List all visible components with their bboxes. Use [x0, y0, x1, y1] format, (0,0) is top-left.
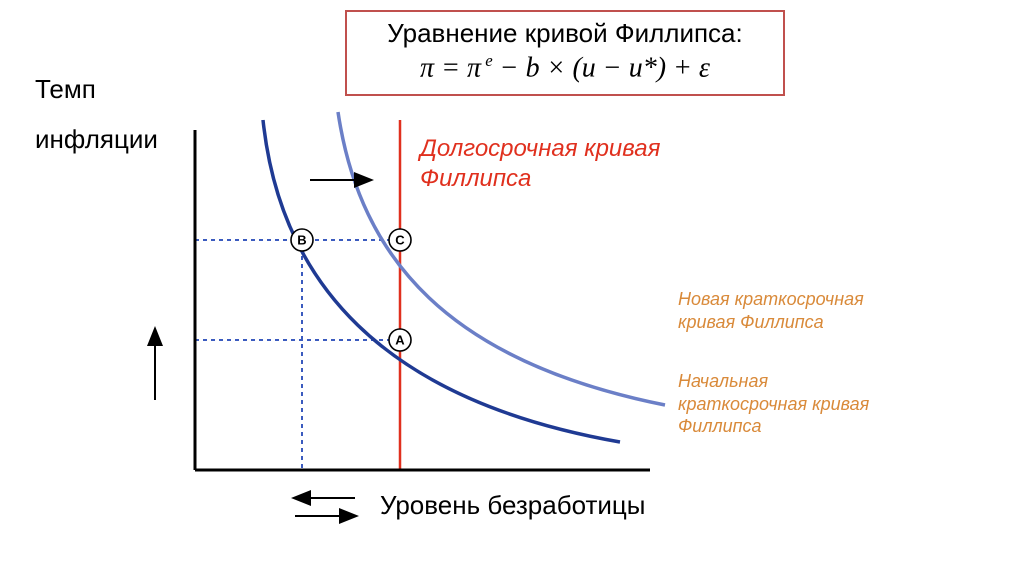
new-short-run-curve	[338, 112, 665, 405]
svg-text:C: C	[395, 233, 405, 248]
chart-svg: B C A	[0, 0, 1024, 574]
guide-lines	[195, 240, 400, 470]
point-A: A	[389, 329, 411, 351]
svg-text:B: B	[297, 233, 306, 248]
svg-text:A: A	[395, 333, 405, 348]
initial-short-run-curve	[263, 120, 620, 442]
point-B: B	[291, 229, 313, 251]
point-C: C	[389, 229, 411, 251]
